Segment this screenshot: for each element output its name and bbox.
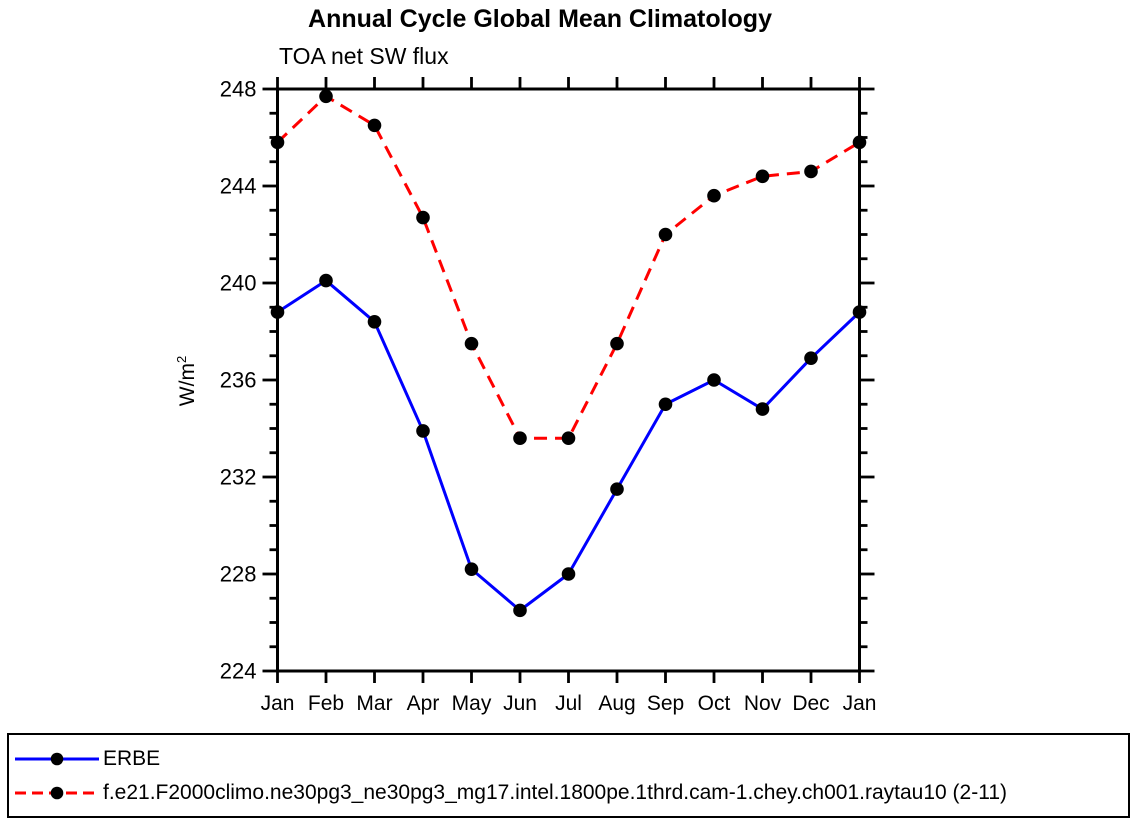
x-tick-label: Jul	[555, 692, 582, 715]
x-tick-label: Nov	[744, 692, 782, 715]
series-0-marker	[367, 315, 382, 329]
series-1-marker	[464, 336, 479, 351]
legend-entry-erbe: ERBE	[9, 748, 1128, 769]
series-0-marker	[658, 397, 673, 412]
series-0-marker	[852, 305, 867, 319]
series-line-0	[276, 279, 861, 612]
series-1-marker	[513, 431, 527, 446]
y-tick-label: 236	[220, 368, 257, 393]
series-0-marker	[319, 273, 333, 288]
series-0-marker	[804, 351, 818, 365]
series-1-marker	[852, 135, 867, 150]
series-0-marker	[610, 482, 624, 496]
y-tick-label: 228	[220, 562, 257, 587]
series-0-marker	[707, 373, 721, 387]
legend-label-erbe: ERBE	[103, 747, 161, 770]
series-1-marker	[658, 227, 673, 242]
legend-box: ERBE f.e21.F2000climo.ne30pg3_ne30pg3_mg…	[7, 733, 1130, 818]
legend-sample-marker	[50, 786, 64, 799]
y-tick-label: 248	[220, 77, 257, 102]
x-tick-label: Aug	[598, 692, 635, 715]
series-1-marker	[804, 164, 818, 179]
series-0-marker	[755, 402, 770, 416]
x-tick-label: Mar	[356, 692, 392, 715]
series-1-marker	[755, 169, 770, 184]
x-tick-label: Jan	[261, 692, 295, 715]
series-1-marker	[416, 210, 430, 225]
legend-sample-marker	[50, 752, 64, 765]
y-tick-label: 232	[220, 465, 257, 490]
y-tick-label: 240	[220, 271, 257, 296]
series-line-1	[276, 94, 861, 440]
x-tick-label: Jan	[843, 692, 877, 715]
model-line-sample-icon	[15, 786, 99, 799]
chart-subtitle: TOA net SW flux	[279, 43, 449, 69]
x-tick-label: Jun	[503, 692, 537, 715]
series-1-marker	[367, 118, 382, 133]
series-0-marker	[464, 562, 479, 576]
series-0-marker	[513, 603, 527, 618]
legend-entry-model: f.e21.F2000climo.ne30pg3_ne30pg3_mg17.in…	[9, 782, 1128, 803]
erbe-line-sample-icon	[15, 752, 99, 765]
series-0-marker	[416, 424, 430, 438]
series-0-marker	[561, 567, 576, 581]
x-tick-label: Oct	[698, 692, 731, 715]
x-tick-label: May	[452, 692, 492, 715]
chart-title: Annual Cycle Global Mean Climatology	[308, 5, 772, 33]
y-tick-label: 224	[220, 659, 257, 684]
x-tick-label: Dec	[792, 692, 829, 715]
series-1-marker	[270, 135, 285, 150]
legend-label-model: f.e21.F2000climo.ne30pg3_ne30pg3_mg17.in…	[103, 781, 1008, 804]
x-tick-label: Sep	[647, 692, 684, 715]
series-1-marker	[319, 89, 333, 104]
series-1-marker	[561, 431, 576, 446]
series-1-marker	[610, 336, 624, 351]
series-1-marker	[707, 188, 721, 203]
y-tick-label: 244	[220, 174, 257, 199]
x-tick-label: Feb	[308, 692, 344, 715]
x-tick-label: Apr	[407, 692, 440, 715]
series-0-marker	[270, 305, 285, 319]
